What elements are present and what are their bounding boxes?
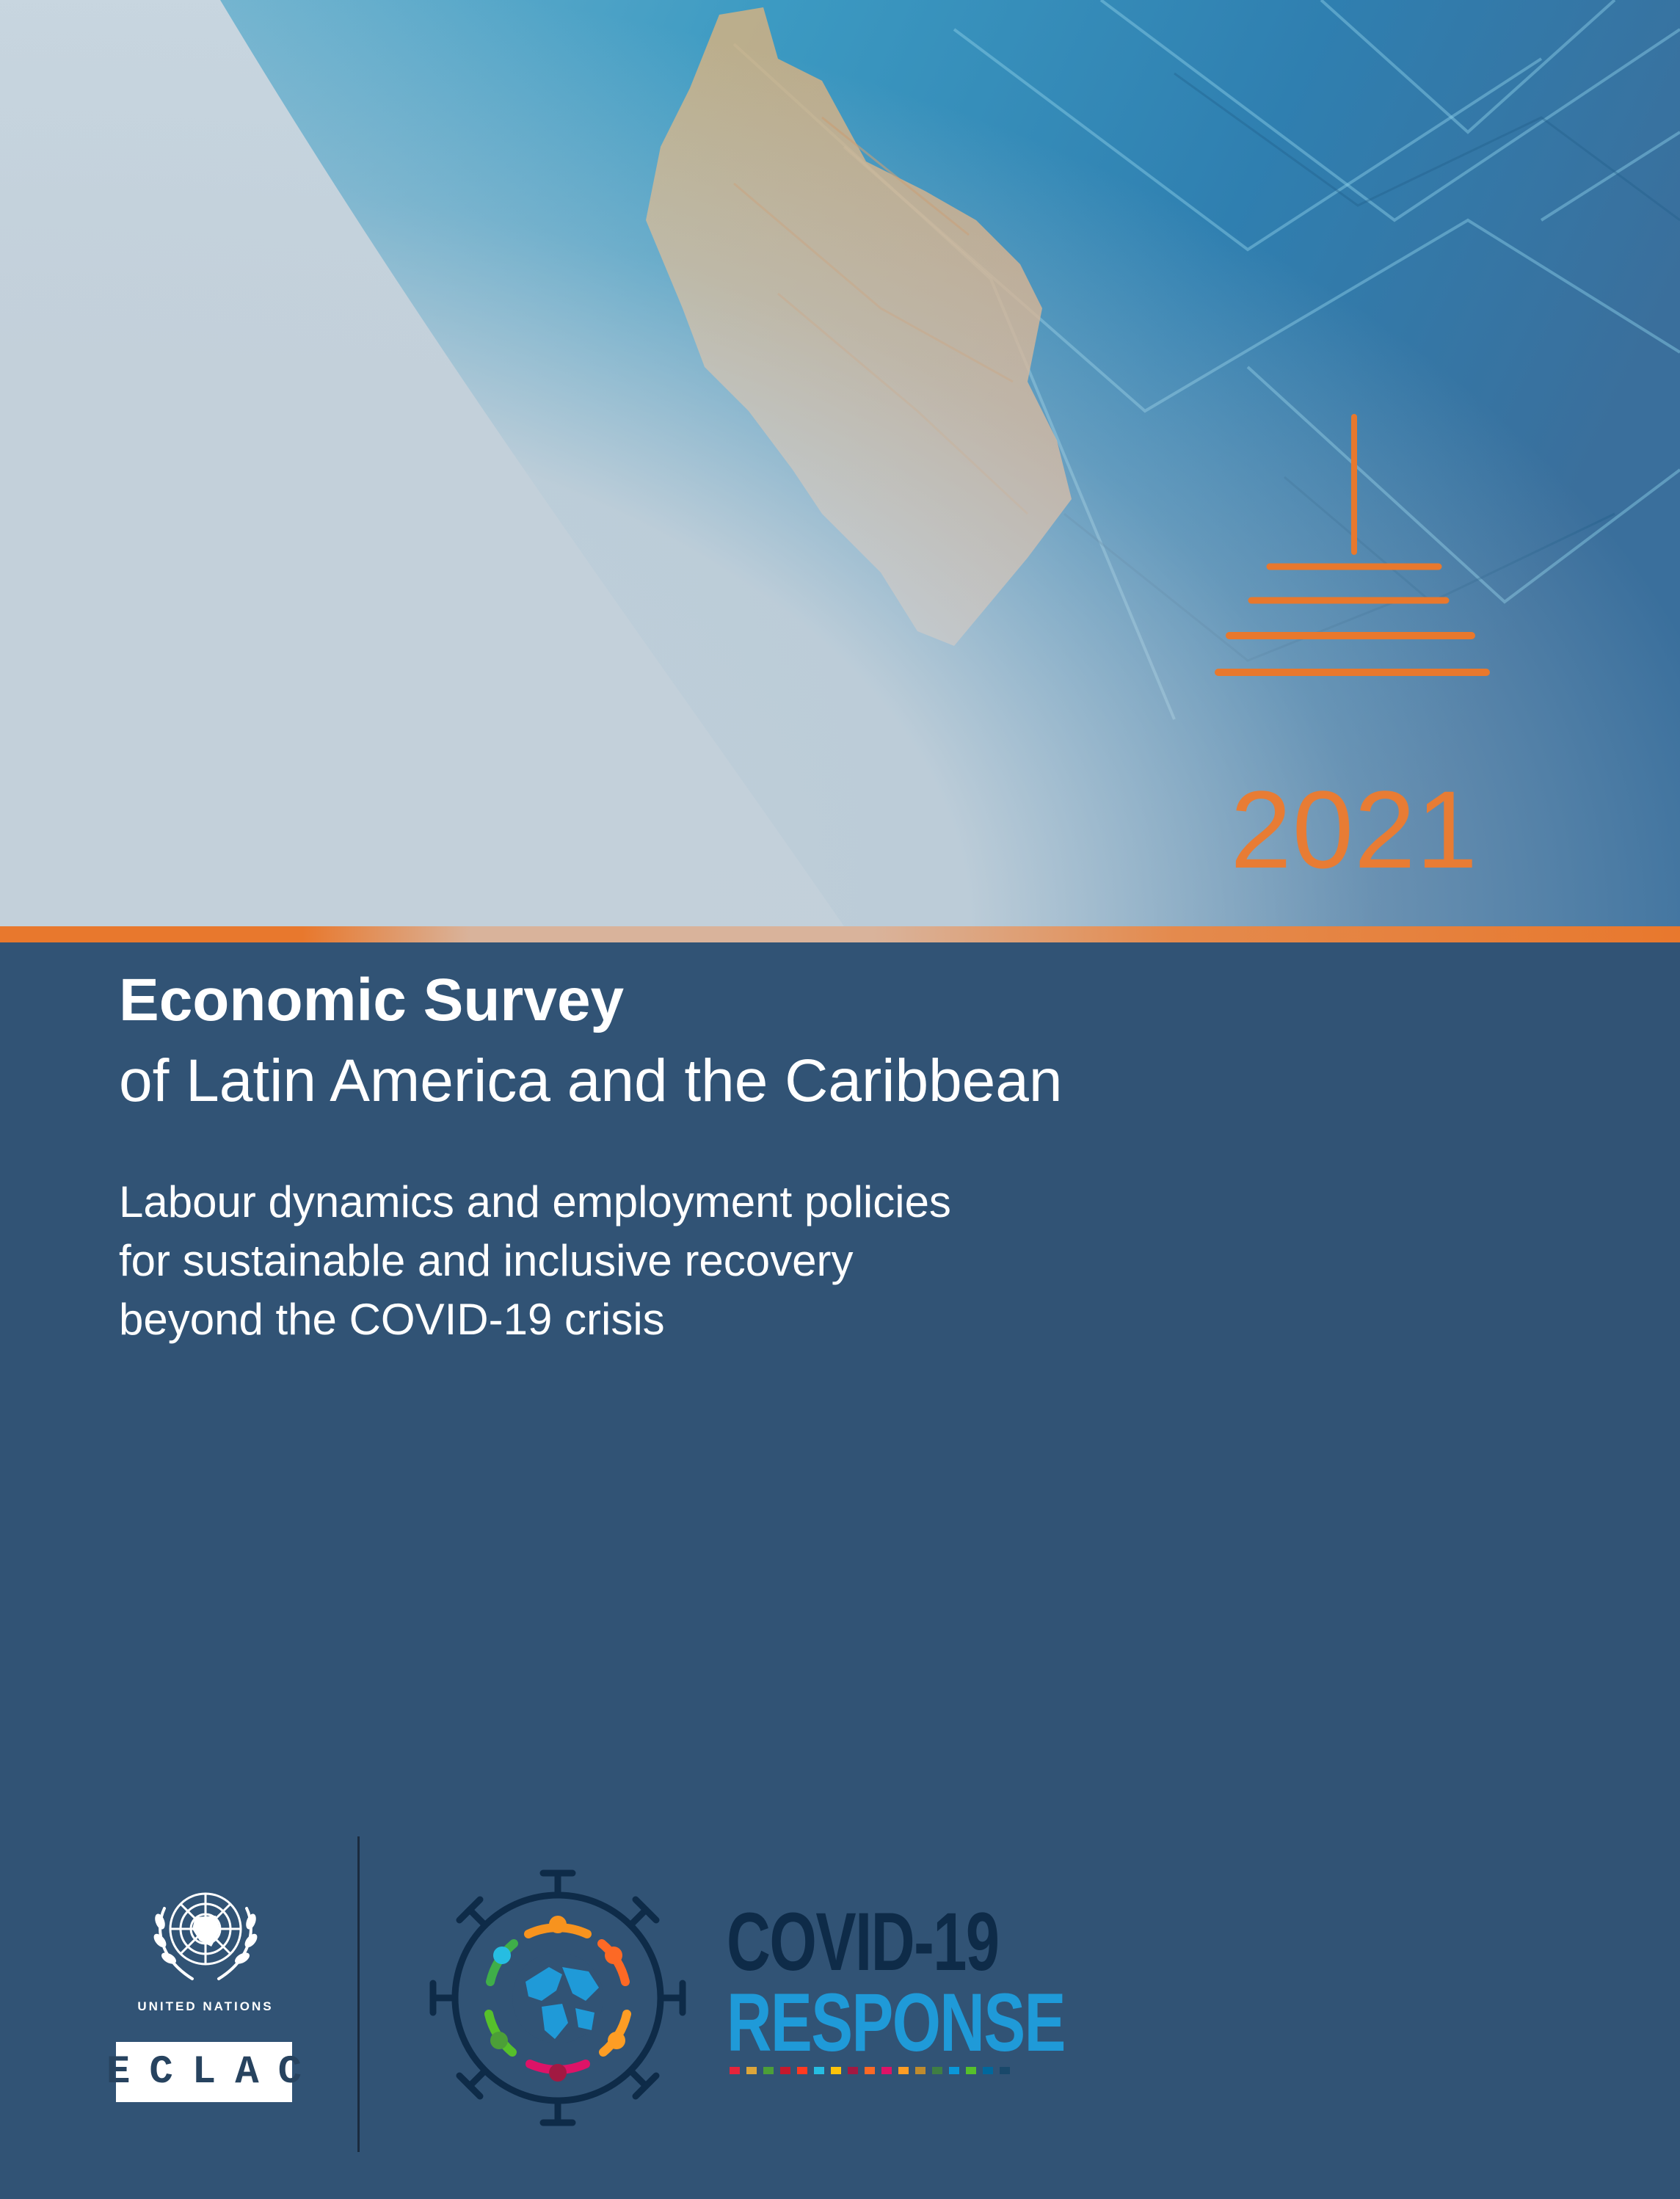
report-title: Economic Survey bbox=[119, 967, 624, 1033]
united-nations-emblem-icon bbox=[144, 1879, 267, 1989]
report-year: 2021 bbox=[1230, 774, 1478, 884]
sdg-color-swatch bbox=[848, 2067, 858, 2074]
sdg-color-swatch bbox=[831, 2067, 841, 2074]
logo-separator bbox=[357, 1836, 360, 2152]
sdg-color-strip bbox=[730, 2067, 1017, 2074]
un-label: UNITED NATIONS bbox=[110, 1999, 301, 2014]
sdg-color-swatch bbox=[763, 2067, 774, 2074]
sdg-color-swatch bbox=[881, 2067, 892, 2074]
subtitle-line: beyond the COVID-19 crisis bbox=[119, 1290, 1367, 1349]
subtitle-line: Labour dynamics and employment policies bbox=[119, 1173, 1367, 1232]
sdg-color-swatch bbox=[730, 2067, 740, 2074]
sdg-color-swatch bbox=[915, 2067, 926, 2074]
sdg-color-swatch bbox=[780, 2067, 790, 2074]
report-title-region: of Latin America and the Caribbean bbox=[119, 1048, 1063, 1114]
sdg-color-swatch bbox=[814, 2067, 824, 2074]
eclac-badge: ECLAC bbox=[116, 2042, 292, 2102]
sdg-color-swatch bbox=[898, 2067, 909, 2074]
sdg-color-swatch bbox=[865, 2067, 875, 2074]
sdg-color-swatch bbox=[983, 2067, 993, 2074]
orange-divider bbox=[0, 926, 1680, 942]
sdg-color-swatch bbox=[966, 2067, 976, 2074]
sdg-color-swatch bbox=[797, 2067, 807, 2074]
sdg-color-swatch bbox=[932, 2067, 942, 2074]
eclac-label: ECLAC bbox=[106, 2050, 321, 2095]
report-subtitle: Labour dynamics and employment policies … bbox=[119, 1173, 1367, 1349]
response-heading: RESPONSE bbox=[727, 1982, 1065, 2064]
cover-image: 2021 bbox=[0, 0, 1680, 926]
sdg-color-swatch bbox=[746, 2067, 757, 2074]
sdg-color-swatch bbox=[1000, 2067, 1010, 2074]
sdg-color-swatch bbox=[949, 2067, 959, 2074]
covid-heading: COVID-19 bbox=[727, 1901, 998, 1983]
subtitle-line: for sustainable and inclusive recovery bbox=[119, 1232, 1367, 1290]
covid-response-emblem-icon bbox=[418, 1857, 697, 2136]
